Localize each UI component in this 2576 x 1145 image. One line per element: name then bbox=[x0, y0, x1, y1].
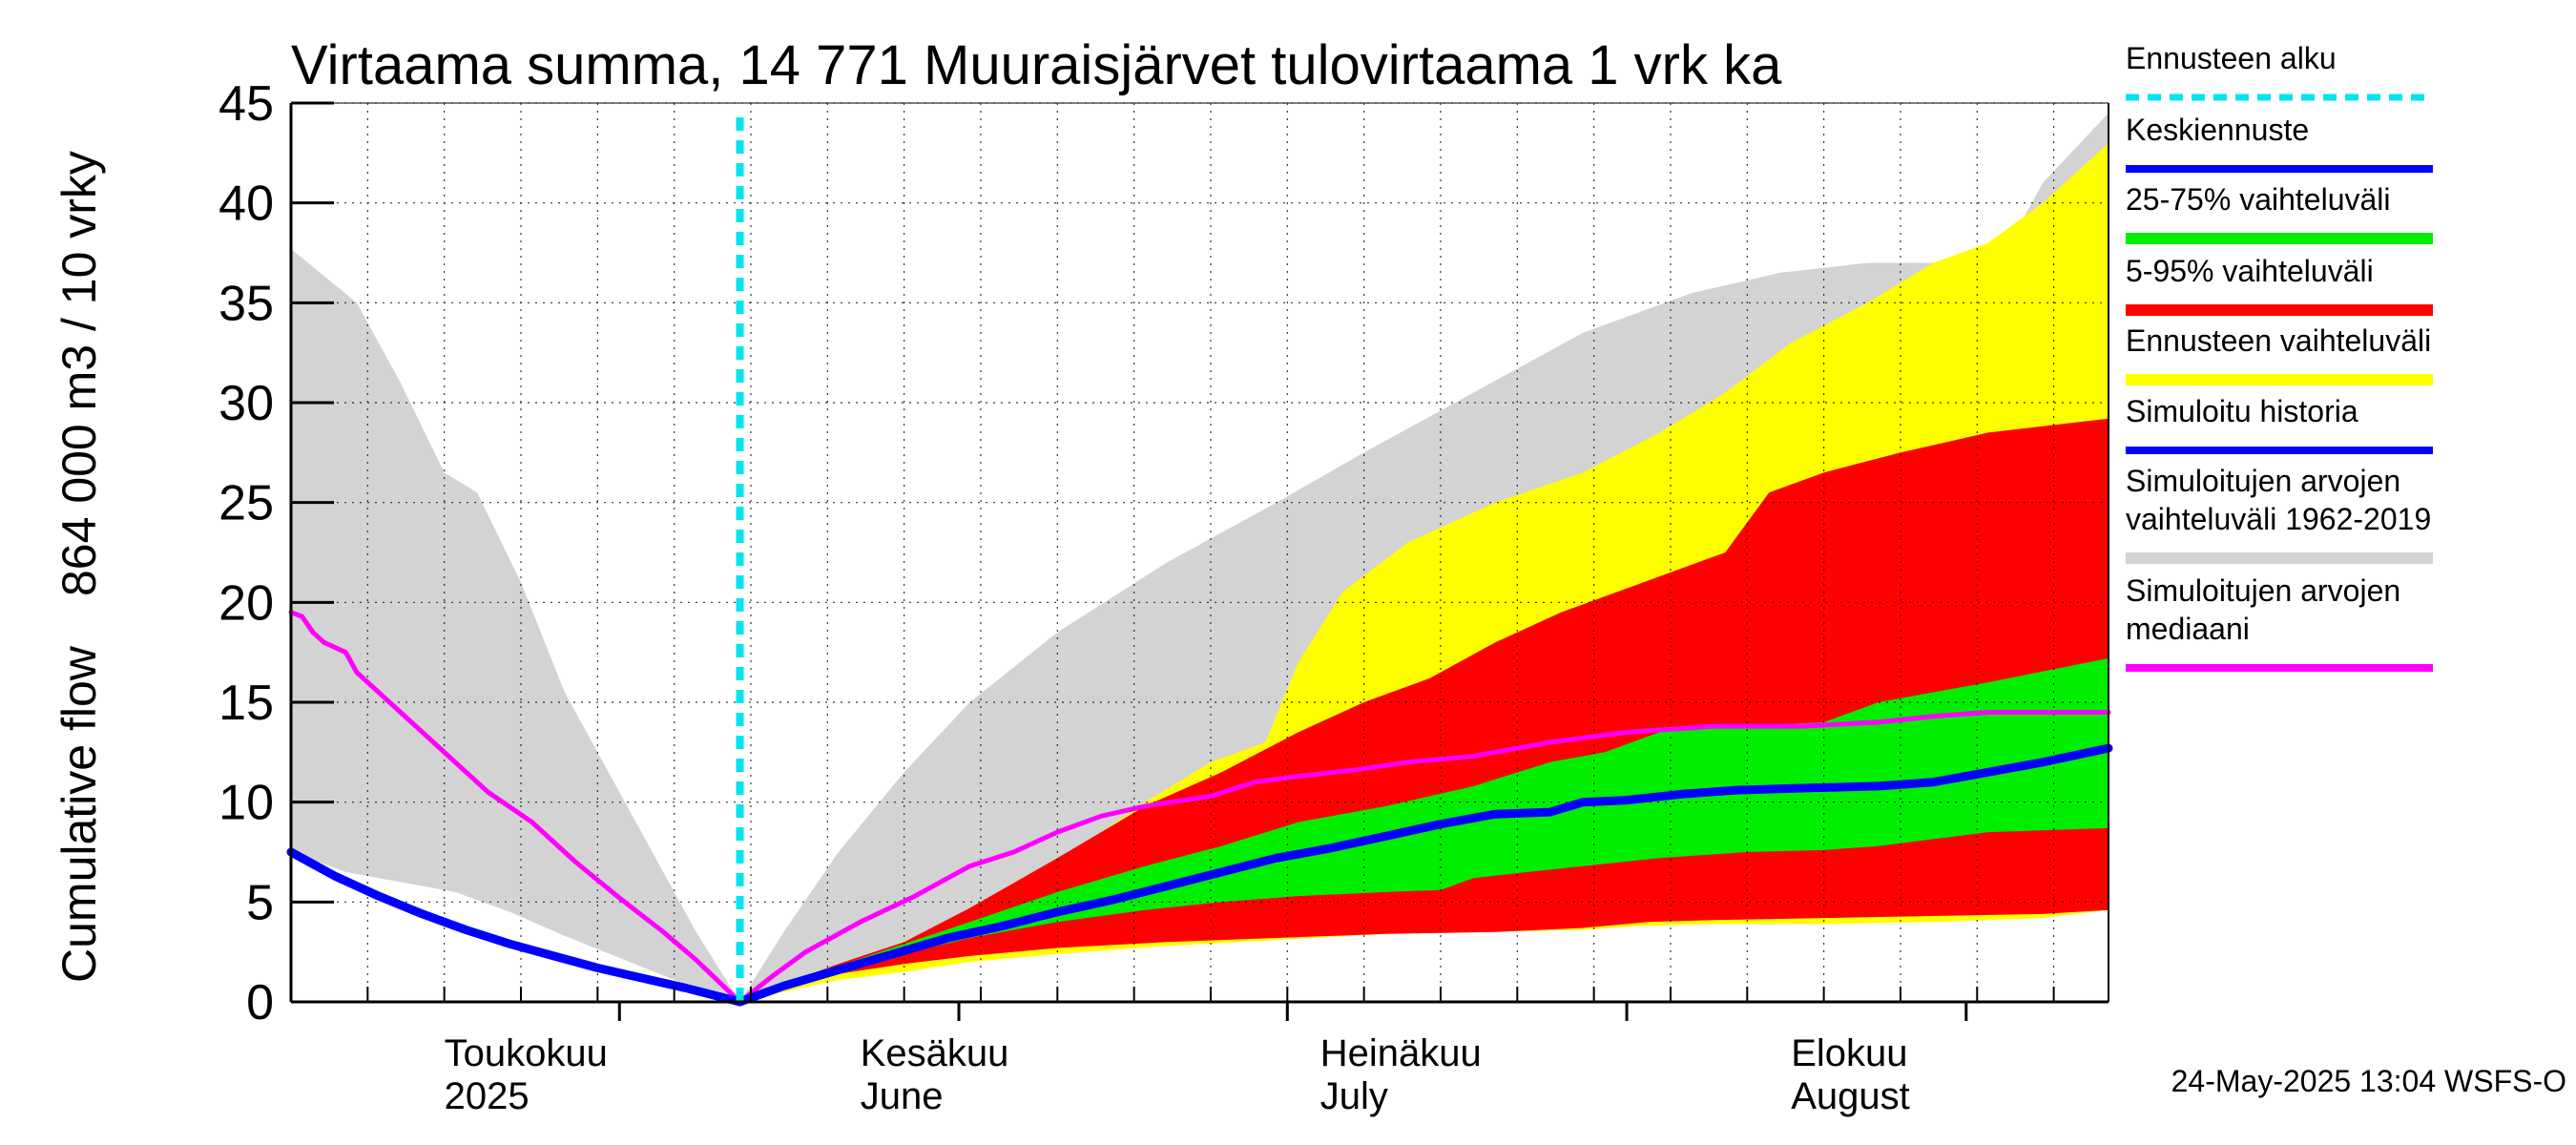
y-tick-label: 40 bbox=[218, 177, 274, 232]
y-tick-label: 5 bbox=[246, 875, 274, 930]
legend-label: Ennusteen alku bbox=[2126, 41, 2337, 75]
y-axis-label-1: Cumulative flow bbox=[52, 645, 106, 983]
y-tick-label: 35 bbox=[218, 276, 274, 331]
month-label: Heinäkuu bbox=[1320, 1032, 1482, 1074]
legend-label: vaihteluväli 1962-2019 bbox=[2126, 502, 2431, 536]
legend-label: 25-75% vaihteluväli bbox=[2126, 182, 2391, 217]
line-simuloitujen-arvojen-mediaani bbox=[288, 610, 2111, 1005]
y-axis-label-2: 864 000 m3 / 10 vrky bbox=[52, 151, 106, 596]
month-sublabel: 2025 bbox=[445, 1075, 530, 1117]
legend-label: Simuloitujen arvojen bbox=[2126, 464, 2400, 498]
legend-label: mediaani bbox=[2126, 612, 2250, 646]
legend-label: Simuloitu historia bbox=[2126, 394, 2358, 428]
month-label: Elokuu bbox=[1791, 1032, 1907, 1074]
line-simuloitu-historia bbox=[286, 847, 744, 1007]
y-tick-label: 45 bbox=[218, 76, 274, 132]
month-sublabel: July bbox=[1320, 1075, 1388, 1117]
legend-label: Ennusteen vaihteluväli bbox=[2126, 323, 2431, 358]
y-tick-label: 0 bbox=[246, 975, 274, 1030]
month-sublabel: August bbox=[1791, 1075, 1910, 1117]
timestamp-footer: 24-May-2025 13:04 WSFS-O bbox=[2171, 1064, 2566, 1098]
line-keskiennuste bbox=[736, 743, 2113, 1007]
month-label: Toukokuu bbox=[445, 1032, 608, 1074]
legend-label: Keskiennuste bbox=[2126, 113, 2309, 147]
y-tick-label: 10 bbox=[218, 776, 274, 831]
month-sublabel: June bbox=[861, 1075, 944, 1117]
legend-label: 5-95% vaihteluväli bbox=[2126, 254, 2374, 288]
band-5-95-vaihteluvali bbox=[739, 418, 2109, 1002]
y-tick-label: 25 bbox=[218, 476, 274, 531]
plot-area bbox=[286, 102, 2113, 1007]
month-label: Kesäkuu bbox=[861, 1032, 1009, 1074]
legend-label: Simuloitujen arvojen bbox=[2126, 573, 2400, 608]
y-tick-label: 30 bbox=[218, 376, 274, 431]
y-tick-label: 15 bbox=[218, 676, 274, 731]
y-tick-label: 20 bbox=[218, 575, 274, 631]
chart-title: Virtaama summa, 14 771 Muuraisjärvet tul… bbox=[291, 34, 1782, 96]
axes: 051015202530354045Toukokuu2025KesäkuuJun… bbox=[218, 76, 2109, 1117]
legend: Ennusteen alku Keskiennuste 25-75% vaihtel… bbox=[2126, 41, 2433, 672]
